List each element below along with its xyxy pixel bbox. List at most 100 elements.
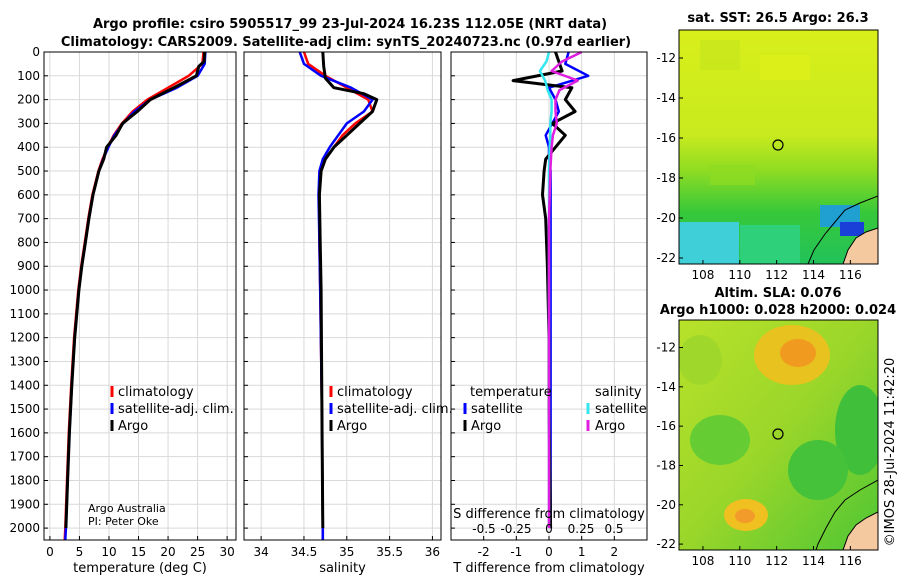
imos-timestamp: ©IMOS 28-Jul-2024 11:42:20 bbox=[883, 358, 898, 547]
y-tick-label: 0 bbox=[32, 45, 40, 59]
map-x-tick-label: 110 bbox=[728, 554, 751, 568]
map-y-tick-label: -20 bbox=[656, 211, 676, 225]
x-tick-label: 5 bbox=[76, 545, 84, 559]
salinity-panel: 34 34.5 35 35.5 36 salinity bbox=[243, 51, 442, 576]
legend-sal-satellite-label: satellite bbox=[595, 402, 647, 417]
map-y-tick-label: -12 bbox=[656, 51, 676, 65]
sla-argo-marker bbox=[772, 428, 784, 440]
y-tick-label: 600 bbox=[17, 188, 40, 202]
x-tick-label: 35.5 bbox=[376, 545, 403, 559]
y-tick-label: 1900 bbox=[9, 497, 40, 511]
temperature-legend: climatology satellite-adj. clim. Argo bbox=[110, 385, 234, 434]
sst-map-title: sat. SST: 26.5 Argo: 26.3 bbox=[687, 11, 868, 26]
x-tick-label: 10 bbox=[101, 545, 116, 559]
axes-frame bbox=[243, 51, 442, 541]
sla-map-axes: 108 110 112 114 116 -12 -14 -16 -18 -20 -22 bbox=[656, 319, 879, 568]
sst-patch bbox=[740, 225, 800, 264]
map-frame bbox=[678, 29, 879, 265]
s-diff-tick: -0.25 bbox=[500, 522, 531, 536]
map-y-tick-label: -16 bbox=[656, 419, 676, 433]
map-x-tick-label: 112 bbox=[765, 554, 788, 568]
sst-patch bbox=[710, 165, 755, 185]
map-x-tick-label: 108 bbox=[692, 268, 715, 282]
sla-map-title-line2: Argo h1000: 0.028 h2000: 0.024 bbox=[660, 303, 896, 318]
series-line-red bbox=[63, 51, 205, 541]
x-tick-label: 34.5 bbox=[291, 545, 318, 559]
x-tick-label: 34 bbox=[253, 545, 268, 559]
series-line-black bbox=[317, 51, 379, 529]
map-x-tick-label: 114 bbox=[802, 554, 825, 568]
map-x-tick-label: 114 bbox=[802, 268, 825, 282]
x-tick-label: -2 bbox=[478, 545, 490, 559]
legend-argo-label: Argo bbox=[337, 419, 367, 434]
axes-frame bbox=[43, 51, 237, 541]
legend-satellite-adj-label: satellite-adj. clim. bbox=[337, 402, 453, 417]
s-diff-tick: -0.5 bbox=[472, 522, 495, 536]
y-tick-label: 500 bbox=[17, 164, 40, 178]
sla-low-anomaly bbox=[690, 415, 750, 465]
y-tick-label: 1000 bbox=[9, 283, 40, 297]
map-y-tick-label: -12 bbox=[656, 341, 676, 355]
y-tick-label: 300 bbox=[17, 116, 40, 130]
s-difference-axis-label: S difference from climatology bbox=[453, 507, 645, 522]
sla-high-core bbox=[780, 339, 816, 367]
map-y-tick-label: -18 bbox=[656, 458, 676, 472]
x-axis-label: salinity bbox=[319, 561, 366, 576]
y-tick-label: 1300 bbox=[9, 354, 40, 368]
x-tick-label: 25 bbox=[190, 545, 205, 559]
y-tick-label: 400 bbox=[17, 140, 40, 154]
s-diff-tick: 0.25 bbox=[568, 522, 595, 536]
legend-climatology-label: climatology bbox=[337, 385, 413, 400]
x-tick-label: 36 bbox=[425, 545, 440, 559]
y-tick-label: 1100 bbox=[9, 307, 40, 321]
sst-cool-patch bbox=[679, 222, 739, 264]
map-y-tick-label: -20 bbox=[656, 498, 676, 512]
figure-title-line2: Climatology: CARS2009. Satellite-adj cli… bbox=[61, 35, 631, 50]
y-tick-label: 1400 bbox=[9, 378, 40, 392]
legend-sal-argo-label: Argo bbox=[595, 419, 625, 434]
x-axis-label: temperature (deg C) bbox=[73, 561, 207, 576]
series-line-blue bbox=[544, 51, 590, 529]
salinity-legend: climatology satellite-adj. clim. Argo bbox=[329, 385, 453, 434]
sst-map-field bbox=[679, 30, 878, 264]
x-tick-label: 35 bbox=[339, 545, 354, 559]
sst-land bbox=[842, 227, 878, 264]
y-tick-label: 700 bbox=[17, 212, 40, 226]
sst-map-axes: 108 110 112 114 116 -12 -14 -16 -18 -20 -22 bbox=[656, 29, 879, 282]
map-x-tick-label: 110 bbox=[728, 268, 751, 282]
y-tick-label: 200 bbox=[17, 93, 40, 107]
map-y-tick-label: -22 bbox=[656, 537, 676, 551]
s-difference-ticks: -0.5 -0.25 0 0.25 0.5 bbox=[472, 522, 623, 536]
series-line-blue bbox=[64, 51, 207, 541]
map-x-tick-label: 116 bbox=[839, 268, 862, 282]
sla-low-anomaly bbox=[788, 440, 848, 500]
sla-high-core bbox=[735, 509, 755, 523]
series-line-black bbox=[511, 51, 577, 529]
series-line-blue bbox=[298, 51, 374, 540]
s-diff-tick: 0 bbox=[545, 522, 553, 536]
map-y-tick-label: -14 bbox=[656, 91, 676, 105]
map-y-tick-label: -14 bbox=[656, 380, 676, 394]
legend-temp-satellite-label: satellite bbox=[471, 402, 523, 417]
difference-legend: temperature salinity satellite Argo sate… bbox=[463, 385, 647, 434]
sst-coastal-patch bbox=[840, 222, 864, 236]
sla-contour-line bbox=[815, 479, 878, 550]
x-tick-label: 0 bbox=[545, 545, 553, 559]
temperature-panel: 0 5 10 15 20 25 30 temperature (deg C) 0 100 200 30… bbox=[9, 45, 237, 576]
y-tick-label: 1700 bbox=[9, 450, 40, 464]
sst-contour-line bbox=[807, 195, 878, 264]
difference-panel: -2 -1 0 1 2 T difference from climatology bbox=[450, 50, 648, 576]
legend-header-temperature: temperature bbox=[470, 385, 552, 400]
series-line-red bbox=[302, 51, 374, 540]
sst-patch bbox=[700, 40, 740, 70]
sla-patch bbox=[679, 335, 722, 385]
y-tick-label: 900 bbox=[17, 259, 40, 273]
y-tick-label: 1500 bbox=[9, 402, 40, 416]
y-tick-label: 1200 bbox=[9, 331, 40, 345]
series-line-magenta bbox=[547, 50, 583, 529]
x-tick-label: -1 bbox=[510, 545, 522, 559]
credit-line1: Argo Australia bbox=[88, 502, 166, 515]
legend-header-salinity: salinity bbox=[595, 385, 642, 400]
sla-land bbox=[842, 511, 878, 550]
